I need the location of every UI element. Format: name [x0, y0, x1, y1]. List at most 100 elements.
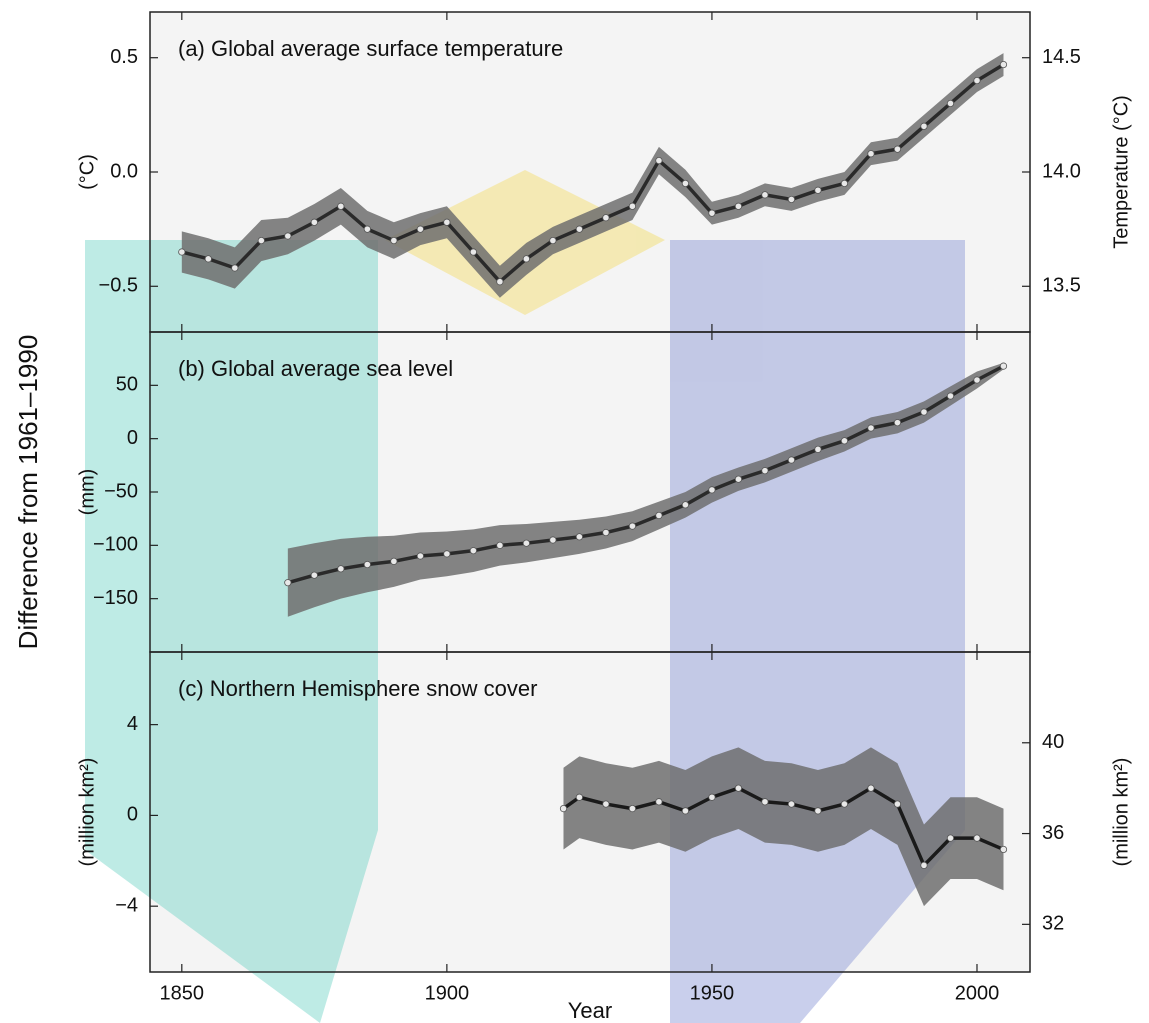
data-point — [681, 179, 690, 188]
data-point — [867, 424, 875, 432]
y-tick-label: −4 — [115, 894, 138, 916]
data-point — [655, 156, 663, 165]
panel-title: (c) Northern Hemisphere snow cover — [178, 676, 537, 701]
data-point — [310, 218, 318, 226]
data-point — [178, 248, 186, 256]
data-point — [999, 845, 1008, 854]
data-point — [787, 800, 796, 808]
data-point — [559, 804, 568, 813]
y-axis-label: (mm) — [76, 469, 98, 516]
data-point — [575, 225, 583, 233]
data-point — [469, 248, 477, 256]
data-point — [973, 76, 981, 85]
data-point — [575, 793, 583, 801]
data-point — [522, 255, 530, 263]
data-point — [946, 392, 955, 400]
y-tick-label: 0 — [127, 427, 138, 449]
data-point — [734, 784, 743, 792]
data-point — [920, 408, 928, 416]
data-point — [840, 179, 849, 188]
panel-title: (b) Global average sea level — [178, 356, 453, 381]
data-point — [257, 236, 265, 245]
data-point — [496, 278, 504, 286]
y2-tick-label: 13.5 — [1042, 275, 1081, 297]
y-axis-label: (°C) — [76, 154, 98, 190]
data-point — [946, 99, 955, 108]
data-point — [655, 511, 663, 520]
data-point — [681, 501, 690, 509]
data-point — [337, 202, 345, 210]
data-point — [628, 202, 637, 210]
data-point — [628, 522, 637, 530]
y-tick-label: 0.5 — [110, 46, 138, 68]
y2-tick-label: 14.0 — [1042, 160, 1081, 182]
smoothed-line — [181, 63, 1005, 284]
data-point — [390, 236, 398, 245]
uncertainty-band — [287, 362, 1004, 617]
data-point — [549, 236, 557, 245]
data-point — [761, 798, 769, 806]
data-point — [310, 571, 318, 579]
data-point — [416, 225, 424, 233]
data-point — [893, 145, 902, 153]
data-point — [999, 60, 1008, 69]
x-tick-label: 1950 — [690, 982, 735, 1004]
y-tick-label: −0.5 — [99, 275, 138, 297]
data-point — [893, 419, 902, 427]
data-point — [363, 225, 371, 233]
y2-tick-label: 32 — [1042, 913, 1064, 935]
x-axis-label: Year — [568, 998, 612, 1023]
data-point — [496, 541, 504, 549]
data-point — [787, 456, 796, 464]
data-point — [443, 218, 451, 226]
data-point — [575, 533, 583, 541]
panel-frame — [149, 651, 1031, 973]
data-point — [973, 376, 981, 384]
y-tick-label: 0 — [127, 804, 138, 826]
y2-axis-label: Temperature (°C) — [1110, 95, 1132, 249]
data-point — [443, 550, 451, 558]
data-point — [655, 798, 663, 806]
data-point — [999, 362, 1008, 370]
data-point — [602, 800, 610, 808]
data-point — [893, 800, 902, 808]
y-tick-label: 50 — [116, 374, 138, 396]
data-point — [204, 255, 212, 263]
y-tick-label: 0.0 — [110, 160, 138, 182]
data-point — [284, 579, 292, 587]
data-point — [734, 475, 743, 483]
data-point — [946, 834, 955, 842]
smoothed-line — [562, 786, 1005, 868]
data-point — [814, 186, 822, 194]
y-axis-label: (million km²) — [76, 758, 98, 867]
data-point — [602, 528, 610, 537]
data-point — [787, 195, 796, 204]
data-point — [469, 547, 477, 555]
data-point — [363, 560, 371, 569]
x-tick-label: 1850 — [160, 982, 205, 1004]
y2-tick-label: 14.5 — [1042, 46, 1081, 68]
data-point — [284, 232, 292, 240]
data-point — [973, 834, 981, 842]
shared-y-label: Difference from 1961–1990 — [13, 335, 43, 650]
y-tick-label: −150 — [93, 587, 138, 609]
data-point — [920, 861, 928, 869]
data-point — [867, 150, 875, 158]
y2-tick-label: 36 — [1042, 822, 1064, 844]
data-point — [761, 467, 769, 475]
y2-axis-label: (million km²) — [1110, 758, 1132, 867]
uncertainty-band — [563, 747, 1004, 907]
data-point — [708, 209, 716, 217]
panel-title: (a) Global average surface temperature — [178, 36, 563, 61]
smoothed-line — [287, 364, 1005, 585]
data-point — [920, 122, 928, 130]
y-tick-label: −100 — [93, 534, 138, 556]
x-tick-label: 1900 — [425, 982, 470, 1004]
data-point — [522, 539, 530, 547]
data-point — [681, 807, 690, 815]
data-point — [390, 557, 398, 565]
data-point — [602, 214, 610, 222]
data-point — [734, 202, 743, 210]
data-point — [416, 552, 424, 560]
data-point — [840, 437, 849, 445]
